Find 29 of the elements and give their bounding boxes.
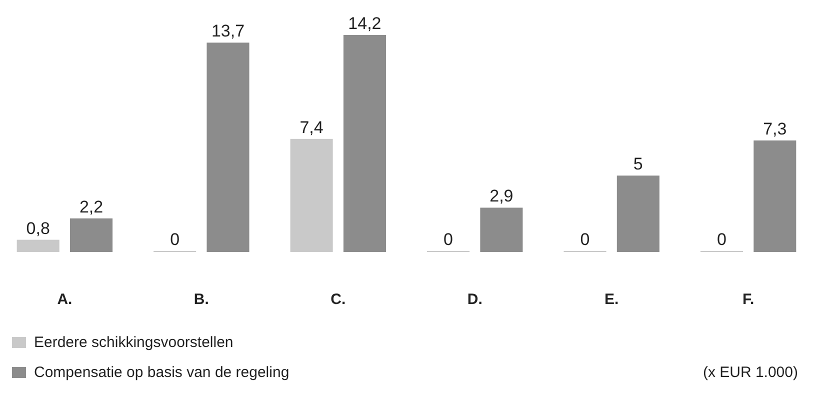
x-tick-label: F. bbox=[742, 291, 754, 308]
bar bbox=[70, 218, 113, 252]
text: (x EUR 1.000) bbox=[702, 364, 798, 381]
data-label: 5 bbox=[633, 154, 643, 174]
bar bbox=[480, 208, 523, 252]
x-tick-label: E. bbox=[604, 291, 619, 308]
data-label: 13,7 bbox=[211, 22, 245, 41]
data-label: 7,4 bbox=[300, 118, 324, 137]
bar bbox=[343, 35, 386, 252]
x-tick-label: A. bbox=[57, 291, 72, 308]
bar bbox=[754, 140, 796, 252]
legend-label: Compensatie op basis van de regeling bbox=[34, 364, 290, 381]
x-tick-label: D. bbox=[467, 291, 482, 308]
bar bbox=[290, 138, 333, 252]
data-label: 0,8 bbox=[26, 218, 50, 238]
data-label: 0 bbox=[444, 230, 454, 249]
data-label: 0 bbox=[170, 230, 180, 249]
legend-label: Eerdere schikkingsvoorstellen bbox=[34, 334, 234, 351]
data-label: 2,2 bbox=[79, 197, 104, 216]
bar bbox=[16, 240, 60, 252]
bar bbox=[206, 42, 250, 252]
data-label: 7,3 bbox=[763, 119, 787, 138]
data-label: 14,2 bbox=[348, 14, 382, 33]
data-label: 2,9 bbox=[490, 186, 514, 206]
x-tick-label: C. bbox=[330, 291, 346, 308]
data-label: 0 bbox=[716, 230, 726, 249]
x-tick-label: B. bbox=[194, 291, 209, 308]
bar bbox=[616, 176, 660, 252]
data-label: 0 bbox=[580, 230, 590, 249]
